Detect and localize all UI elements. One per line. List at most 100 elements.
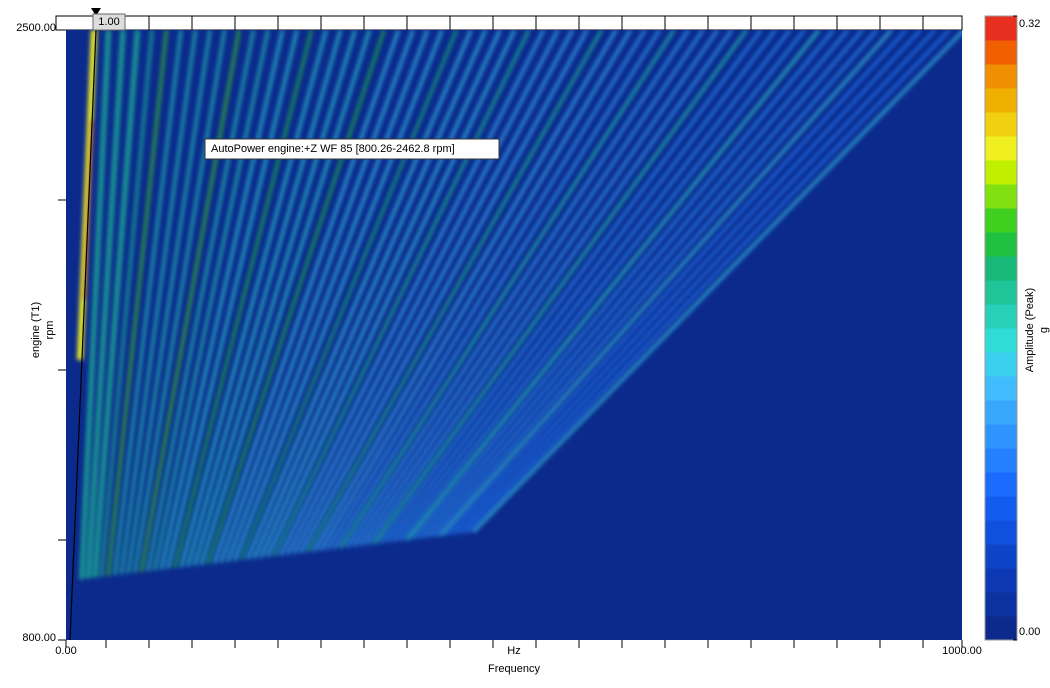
spectral-order (425, 30, 864, 539)
cursor-label: 1.00 (98, 16, 119, 28)
spectral-order (312, 30, 618, 552)
cursor-marker (91, 8, 101, 16)
spectral-order (286, 30, 560, 556)
spectral-order (432, 30, 879, 538)
x-tick-label: 0.00 (55, 645, 76, 657)
colorbar-swatch (985, 232, 1017, 257)
spectral-order (219, 30, 415, 563)
spectral-order (85, 30, 126, 579)
spectral-order (77, 30, 97, 361)
spectral-order (352, 30, 705, 548)
colorbar-swatch (985, 472, 1017, 497)
spectral-order (272, 30, 531, 557)
spectral-order (259, 30, 502, 559)
spectral-order (339, 30, 676, 549)
spectral-order (252, 30, 487, 560)
colorbar-swatch (985, 448, 1017, 473)
spectral-order (365, 30, 734, 546)
spectral-order (199, 30, 371, 566)
spectral-order (419, 30, 850, 540)
colorbar-swatch (985, 424, 1017, 449)
x-axis-label: Frequency (488, 663, 540, 675)
colorbar-swatch (985, 616, 1017, 641)
colorbar-swatch (985, 544, 1017, 569)
rpm-trace (69, 29, 97, 641)
spectral-order (146, 30, 255, 572)
spectral-order (119, 30, 197, 575)
spectral-order (319, 30, 632, 552)
colorbar-swatch (985, 160, 1017, 185)
colorbar-unit: g (1038, 327, 1050, 333)
spectral-order (173, 30, 313, 569)
spectral-order (106, 30, 168, 577)
spectral-order (359, 30, 719, 547)
spectral-order (113, 30, 183, 576)
colorbar-swatch (985, 376, 1017, 401)
spectral-order (372, 30, 748, 545)
annotation-box (204, 138, 500, 160)
spectral-order (133, 30, 226, 574)
spectral-order (385, 30, 777, 544)
spectral-order (458, 30, 937, 535)
spectral-order (153, 30, 270, 571)
colorbar-swatch (985, 400, 1017, 425)
colorbar-swatch (985, 64, 1017, 89)
spectral-order (405, 30, 821, 541)
colorbar-swatch (985, 520, 1017, 545)
spectral-order (79, 30, 111, 580)
colorbar-swatch (985, 208, 1017, 233)
spectral-order (379, 30, 763, 545)
spectral-order (239, 30, 458, 561)
spectral-order (392, 30, 792, 543)
colorbar-swatch (985, 136, 1017, 161)
spectral-order (445, 30, 908, 537)
spectral-order (193, 30, 357, 567)
colorbar-swatch (985, 496, 1017, 521)
colorbar-swatch (985, 256, 1017, 281)
spectral-order (92, 30, 140, 578)
spectral-order (465, 30, 951, 534)
spectral-orders (77, 30, 962, 580)
spectral-order (332, 30, 661, 550)
colorbar-swatch (985, 16, 1017, 41)
spectral-order (126, 30, 212, 574)
spectral-order (306, 30, 603, 553)
y-axis-label: engine (T1) (30, 302, 42, 358)
spectral-order (399, 30, 806, 542)
spectral-order (345, 30, 690, 549)
spectral-order (186, 30, 342, 567)
colorbar-swatch (985, 352, 1017, 377)
spectral-order (232, 30, 444, 562)
x-unit: Hz (507, 645, 520, 657)
colorbar-frame (984, 15, 1018, 641)
colorbar-swatch (985, 568, 1017, 593)
spectral-order (412, 30, 835, 541)
y-unit: rpm (44, 321, 56, 340)
colorbar-tick-label: 0.00 (1019, 626, 1040, 638)
spectral-order (139, 30, 241, 573)
colorbar-swatch (985, 184, 1017, 209)
spectral-order (212, 30, 400, 564)
y-tick-label: 2500.00 (16, 22, 56, 34)
spectral-order (439, 30, 893, 537)
cursor-box (92, 13, 126, 31)
spectral-order (166, 30, 299, 570)
spectral-order (472, 30, 962, 534)
colorbar-swatch (985, 88, 1017, 113)
colorbar-swatch (985, 304, 1017, 329)
spectral-order (326, 30, 647, 551)
colorbar-tick-label: 0.32 (1019, 18, 1040, 30)
spectral-order (299, 30, 589, 554)
spectral-order (159, 30, 284, 570)
colorbar: 0.00 0.32 (984, 15, 1040, 641)
spectral-order (266, 30, 516, 558)
colorbar-swatch (985, 280, 1017, 305)
colorbar-swatch (985, 112, 1017, 137)
colorbar-swatch (985, 328, 1017, 353)
spectral-order (292, 30, 574, 555)
x-tick-label: 1000.00 (942, 645, 982, 657)
y-tick-label: 800.00 (22, 632, 56, 644)
spectral-order (246, 30, 473, 560)
spectral-order (100, 30, 154, 577)
